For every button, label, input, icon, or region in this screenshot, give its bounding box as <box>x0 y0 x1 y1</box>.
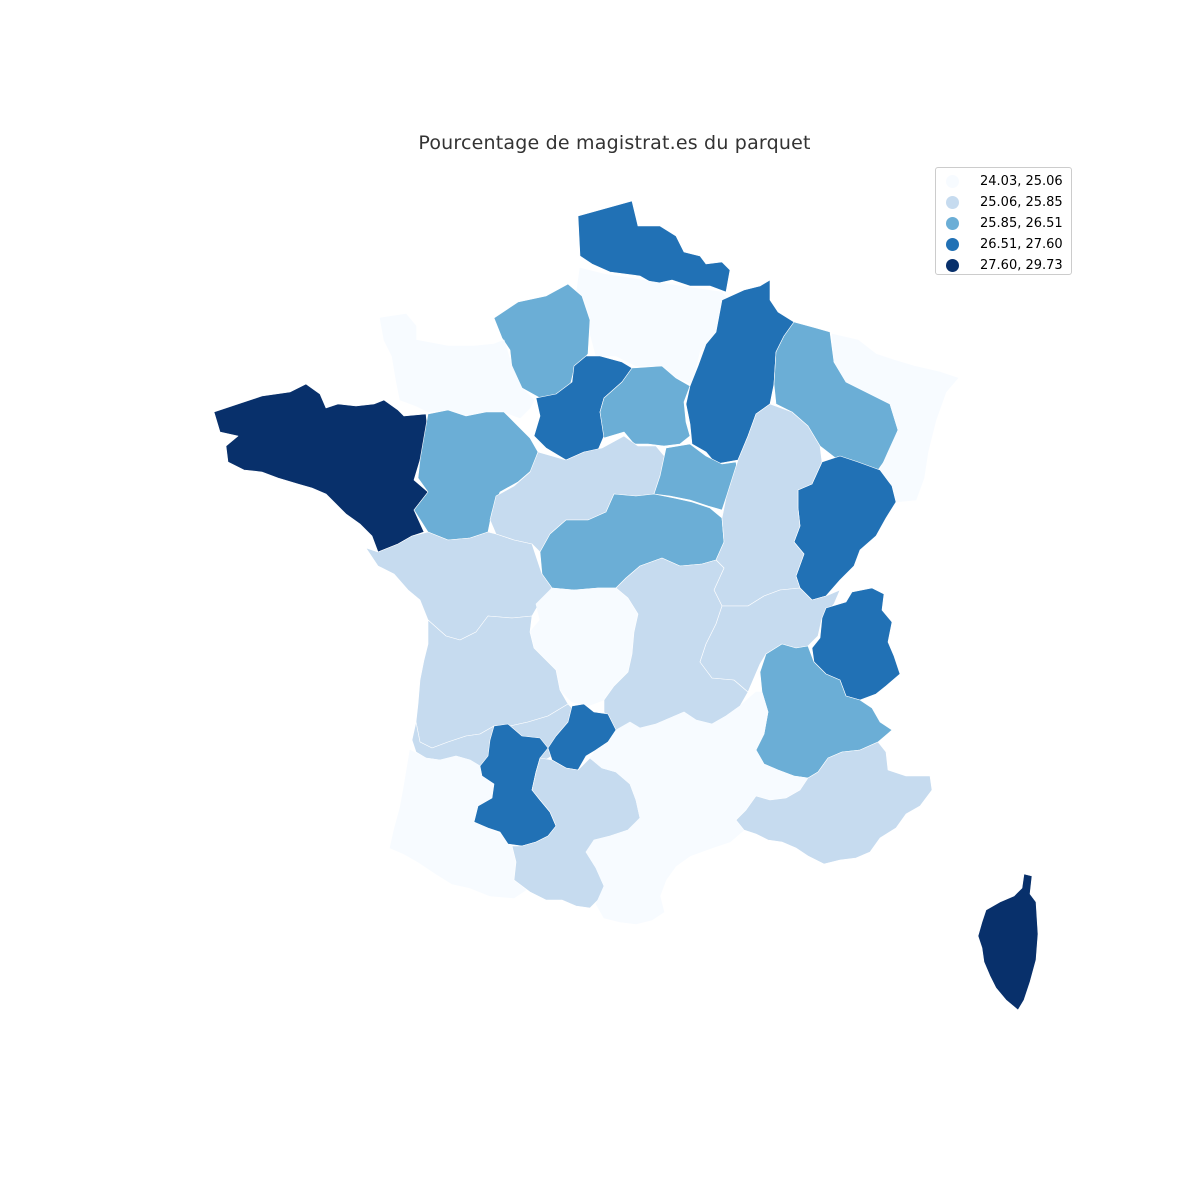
legend-swatch <box>946 196 959 209</box>
legend: 24.03, 25.06 25.06, 25.85 25.85, 26.51 2… <box>935 167 1072 275</box>
region-picardie[interactable] <box>575 267 729 385</box>
region-bretagne[interactable] <box>213 383 429 553</box>
region-provence[interactable] <box>735 741 933 865</box>
map-title: Pourcentage de magistrat.es du parquet <box>418 132 811 154</box>
legend-item: 25.85, 26.51 <box>946 213 1071 234</box>
legend-item: 26.51, 27.60 <box>946 234 1071 255</box>
legend-item: 27.60, 29.73 <box>946 255 1071 276</box>
region-normandie-west[interactable] <box>379 313 535 419</box>
region-north[interactable] <box>577 200 731 293</box>
legend-label: 25.06, 25.85 <box>980 195 1063 210</box>
legend-item: 24.03, 25.06 <box>946 171 1071 192</box>
region-savoie[interactable] <box>811 587 901 701</box>
legend-item: 25.06, 25.85 <box>946 192 1071 213</box>
region-pays-de-la-loire-north[interactable] <box>413 409 539 541</box>
region-corse[interactable] <box>977 873 1039 1011</box>
legend-label: 25.85, 26.51 <box>980 216 1063 231</box>
region-idf-east[interactable] <box>599 365 691 447</box>
region-normandie-east[interactable] <box>493 283 591 399</box>
region-alsace[interactable] <box>831 333 959 503</box>
legend-swatch <box>946 217 959 230</box>
legend-label: 24.03, 25.06 <box>980 174 1063 189</box>
legend-label: 26.51, 27.60 <box>980 237 1063 252</box>
legend-swatch <box>946 175 959 188</box>
legend-swatch <box>946 238 959 251</box>
legend-swatch <box>946 259 959 272</box>
legend-label: 27.60, 29.73 <box>980 258 1063 273</box>
regions-layer <box>213 200 1039 1011</box>
